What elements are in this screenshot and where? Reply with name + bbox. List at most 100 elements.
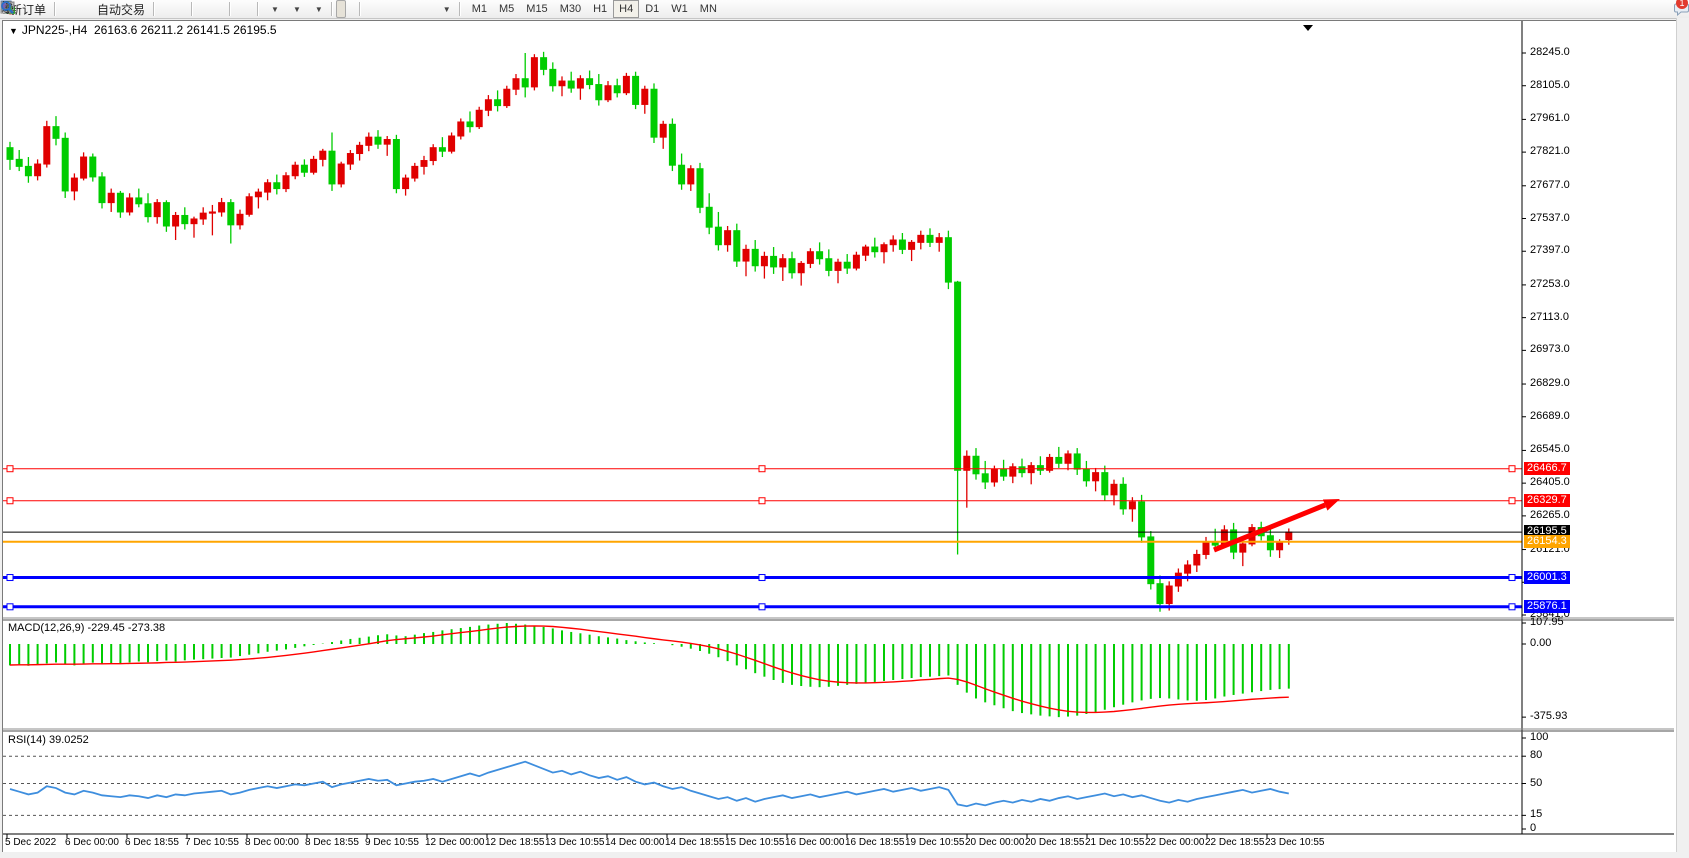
window-right-edge — [1676, 18, 1689, 858]
time-axis-label: 13 Dec 10:55 — [545, 837, 605, 848]
macd-indicator-label: MACD(12,26,9) -229.45 -273.38 — [8, 622, 166, 634]
indicators-button[interactable]: ▼ — [0, 0, 284, 18]
time-axis-label: 6 Dec 18:55 — [125, 837, 179, 848]
toolbar-separator — [358, 2, 361, 16]
dropdown-caret-icon: ▼ — [314, 4, 323, 14]
zoom-out-button[interactable] — [1, 0, 216, 18]
vertical-line-tool-button[interactable] — [5, 0, 374, 18]
fibonacci-tool-button[interactable]: F — [1, 0, 414, 18]
tile-windows-button[interactable] — [0, 0, 226, 18]
line-handle[interactable] — [1508, 574, 1516, 582]
crosshair-tool-button[interactable] — [1, 0, 356, 18]
toolbar-separator — [153, 2, 156, 16]
rsi-line — [9, 760, 1289, 808]
time-axis-label: 20 Dec 00:00 — [965, 837, 1025, 848]
periods-button[interactable]: ▼ — [1, 0, 306, 18]
chart-shift-button[interactable] — [0, 0, 254, 18]
notification-badge: 1 — [1676, 0, 1688, 9]
price-axis-tick: 27961.0 — [1530, 112, 1570, 125]
arrows-tool-button[interactable]: ▼ — [1, 0, 456, 18]
label-tool-button[interactable]: T — [1, 0, 434, 18]
profile-button[interactable] — [0, 0, 79, 18]
timeframe-button-m30[interactable]: M30 — [559, 3, 582, 15]
line-handle[interactable] — [758, 465, 766, 473]
macd-axis-tick: -375.93 — [1530, 710, 1568, 723]
timeframe-button-mn[interactable]: MN — [699, 3, 717, 15]
autotrading-button[interactable]: 自动交易 — [1, 0, 150, 18]
text-tool-button[interactable]: A — [2, 0, 424, 18]
line-handle[interactable] — [758, 603, 766, 611]
line-handle[interactable] — [1508, 603, 1516, 611]
svg-text:A: A — [2, 2, 10, 14]
timeframe-button-w1[interactable]: W1 — [671, 3, 688, 15]
line-handle[interactable] — [6, 465, 14, 473]
signals-button[interactable] — [1, 0, 89, 18]
price-axis-tick: 26265.0 — [1530, 508, 1570, 521]
window-bottom-edge — [0, 852, 1689, 858]
line-handle[interactable] — [758, 574, 766, 582]
timeframe-button-m5[interactable]: M5 — [499, 3, 515, 15]
time-axis-label: 21 Dec 10:55 — [1085, 837, 1145, 848]
cursor-tool-button[interactable] — [3, 0, 346, 18]
notifications-button[interactable]: 1 — [1673, 0, 1689, 18]
time-axis-label: 22 Dec 18:55 — [1205, 837, 1265, 848]
price-axis-tick: 27113.0 — [1530, 310, 1569, 323]
zoom-in-button[interactable] — [1, 0, 206, 18]
line-handle[interactable] — [758, 497, 766, 505]
price-axis-tick: 26545.0 — [1530, 443, 1570, 456]
trendline-tool-button[interactable] — [1, 0, 394, 18]
price-axis-tick: 28245.0 — [1530, 46, 1570, 58]
timeframe-button-d1[interactable]: D1 — [645, 3, 660, 15]
line-handle[interactable] — [6, 497, 14, 505]
autotrading-label: 自动交易 — [97, 2, 146, 17]
trend-arrow-annotation[interactable] — [1213, 502, 1327, 553]
time-axis-label: 6 Dec 00:00 — [65, 837, 119, 848]
toolbar-separator — [54, 2, 57, 16]
rsi-axis-tick: 50 — [1530, 776, 1543, 789]
line-handle[interactable] — [1508, 465, 1516, 473]
price-line-label-25876.1: 25876.1 — [1524, 599, 1570, 613]
time-axis-label: 12 Dec 00:00 — [425, 837, 485, 848]
search-button[interactable] — [1, 0, 1667, 18]
bar-chart-button[interactable] — [2, 0, 168, 18]
time-axis-label: 15 Dec 10:55 — [725, 837, 785, 848]
rsi-indicator-label: RSI(14) 39.0252 — [8, 734, 89, 746]
candlestick-chart-button[interactable] — [2, 0, 178, 18]
timeframe-button-h1[interactable]: H1 — [593, 3, 608, 15]
timeframe-button-h4[interactable]: H4 — [613, 0, 640, 18]
price-axis-tick: 26829.0 — [1530, 377, 1570, 390]
price-axis-tick: 27677.0 — [1530, 178, 1570, 191]
toolbar-separator — [458, 2, 461, 16]
line-chart-button[interactable] — [0, 0, 188, 18]
toolbar-separator — [330, 2, 333, 16]
timeframe-button-m1[interactable]: M1 — [471, 3, 487, 15]
rsi-axis-tick: 0 — [1530, 822, 1537, 834]
chart-canvas[interactable] — [3, 21, 1674, 850]
dropdown-caret-icon: ▼ — [442, 4, 451, 14]
channel-tool-button[interactable]: E — [0, 0, 404, 18]
line-handle[interactable] — [6, 574, 14, 582]
rsi-axis-tick: 15 — [1530, 808, 1543, 821]
timeframe-button-m15[interactable]: M15 — [526, 3, 548, 15]
trend-arrow-head[interactable] — [1322, 499, 1340, 511]
dropdown-caret-icon: ▼ — [292, 4, 301, 14]
price-line-label-26001.3: 26001.3 — [1524, 570, 1570, 584]
rsi-axis-tick: 100 — [1530, 731, 1549, 743]
line-handle[interactable] — [6, 603, 14, 611]
gold-box-button[interactable] — [1, 0, 69, 18]
chart-shift-marker-icon[interactable] — [1303, 25, 1313, 31]
time-axis-label: 5 Dec 2022 — [5, 837, 57, 848]
templates-button[interactable]: ▼ — [0, 0, 328, 18]
time-axis-label: 8 Dec 18:55 — [305, 837, 359, 848]
time-axis-label: 14 Dec 18:55 — [665, 837, 725, 848]
chart-window[interactable]: ▼ JPN225-,H4 26163.6 26211.2 26141.5 2619… — [2, 20, 1677, 853]
rsi-axis-tick: 80 — [1530, 749, 1543, 762]
horizontal-line-tool-button[interactable] — [1, 0, 384, 18]
auto-scroll-button[interactable] — [0, 0, 244, 18]
macd-axis-tick: 0.00 — [1530, 637, 1552, 649]
time-axis-label: 22 Dec 00:00 — [1145, 837, 1205, 848]
time-axis-label: 12 Dec 18:55 — [485, 837, 545, 848]
toolbar-separator — [229, 2, 232, 16]
line-handle[interactable] — [1508, 497, 1516, 505]
toolbar-separator — [191, 2, 194, 16]
